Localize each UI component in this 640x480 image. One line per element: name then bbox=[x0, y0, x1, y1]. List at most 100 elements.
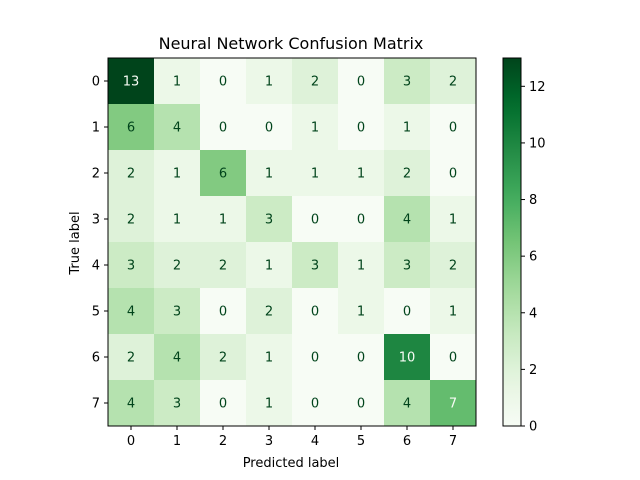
cell-value-label: 1 bbox=[265, 167, 273, 182]
heatmap-cell bbox=[430, 288, 477, 335]
cell-value-label: 0 bbox=[449, 121, 457, 136]
x-tick-label: 3 bbox=[265, 434, 273, 449]
cell-value-label: 2 bbox=[127, 167, 135, 182]
cell-value-label: 1 bbox=[311, 121, 319, 136]
colorbar: 0 2 4 6 8 10 12 bbox=[502, 57, 546, 435]
heatmap-cell bbox=[384, 288, 431, 335]
cell-value-label: 0 bbox=[311, 213, 319, 228]
cell-value-label: 0 bbox=[357, 121, 365, 136]
heatmap-cell bbox=[292, 58, 339, 105]
heatmap-cell bbox=[292, 196, 339, 243]
cell-value-label: 1 bbox=[219, 213, 227, 228]
heatmap-cell bbox=[384, 104, 431, 151]
heatmap-cells: 13 1 0 1 2 0 3 26 4 0 0 1 0 1 02 1 6 1 1 1 2 02 1 1 3 0 0 4 13 2 2 1 3 1 3… bbox=[108, 58, 477, 427]
cell-value-label: 3 bbox=[403, 75, 411, 90]
heatmap-cell bbox=[154, 58, 201, 105]
colorbar-gradient bbox=[502, 57, 522, 427]
cell-value-label: 3 bbox=[127, 259, 135, 274]
heatmap-cell bbox=[108, 242, 155, 289]
heatmap-cell bbox=[430, 242, 477, 289]
cell-value-label: 6 bbox=[219, 167, 227, 182]
heatmap-cell bbox=[384, 380, 431, 427]
cell-value-label: 1 bbox=[449, 213, 457, 228]
cell-value-label: 3 bbox=[311, 259, 319, 274]
cell-value-label: 1 bbox=[311, 167, 319, 182]
cell-value-label: 13 bbox=[123, 75, 140, 90]
cell-value-label: 2 bbox=[265, 305, 273, 320]
heatmap-cell bbox=[292, 242, 339, 289]
chart-title: Neural Network Confusion Matrix bbox=[159, 34, 424, 53]
heatmap-cell bbox=[108, 334, 155, 381]
heatmap-cell bbox=[154, 380, 201, 427]
heatmap-cell bbox=[338, 242, 385, 289]
heatmap-cell bbox=[246, 196, 293, 243]
heatmap-cell bbox=[292, 150, 339, 197]
cell-value-label: 0 bbox=[219, 305, 227, 320]
heatmap-cell bbox=[338, 196, 385, 243]
heatmap-cell bbox=[154, 104, 201, 151]
heatmap-cell bbox=[246, 242, 293, 289]
cell-value-label: 1 bbox=[265, 75, 273, 90]
heatmap-cell bbox=[292, 334, 339, 381]
x-tick-label: 2 bbox=[219, 434, 227, 449]
cell-value-label: 2 bbox=[311, 75, 319, 90]
cell-value-label: 1 bbox=[449, 305, 457, 320]
cell-value-label: 0 bbox=[311, 305, 319, 320]
colorbar-tick-label: 8 bbox=[529, 193, 537, 208]
heatmap-cell bbox=[430, 58, 477, 105]
cell-value-label: 2 bbox=[127, 351, 135, 366]
x-tick-label: 0 bbox=[127, 434, 135, 449]
heatmap-cell bbox=[246, 380, 293, 427]
y-tick-label: 2 bbox=[92, 167, 100, 182]
heatmap-cell bbox=[200, 150, 247, 197]
colorbar-tick-label: 6 bbox=[529, 250, 537, 265]
heatmap-cell bbox=[246, 58, 293, 105]
y-tick-label: 6 bbox=[92, 351, 100, 366]
heatmap-cell bbox=[430, 150, 477, 197]
cell-value-label: 1 bbox=[173, 75, 181, 90]
cell-value-label: 3 bbox=[173, 305, 181, 320]
heatmap-cell bbox=[430, 334, 477, 381]
y-tick-label: 0 bbox=[92, 75, 100, 90]
cell-value-label: 0 bbox=[357, 397, 365, 412]
y-tick-label: 4 bbox=[92, 259, 100, 274]
cell-value-label: 7 bbox=[449, 397, 457, 412]
heatmap-cell bbox=[430, 196, 477, 243]
cell-value-label: 2 bbox=[127, 213, 135, 228]
x-axis-ticks: 0 1 2 3 4 5 6 7 bbox=[127, 426, 457, 449]
cell-value-label: 1 bbox=[265, 259, 273, 274]
heatmap-cell bbox=[384, 334, 431, 381]
cell-value-label: 3 bbox=[265, 213, 273, 228]
y-axis-label: True label bbox=[68, 211, 83, 275]
cell-value-label: 1 bbox=[173, 213, 181, 228]
cell-value-label: 0 bbox=[311, 397, 319, 412]
heatmap-cell bbox=[154, 196, 201, 243]
heatmap-cell bbox=[200, 242, 247, 289]
cell-value-label: 1 bbox=[265, 397, 273, 412]
heatmap-cell bbox=[338, 334, 385, 381]
cell-value-label: 1 bbox=[173, 167, 181, 182]
cell-value-label: 3 bbox=[403, 259, 411, 274]
cell-value-label: 2 bbox=[449, 75, 457, 90]
heatmap-cell bbox=[200, 196, 247, 243]
heatmap-cell bbox=[154, 242, 201, 289]
cell-value-label: 10 bbox=[399, 351, 416, 366]
cell-value-label: 0 bbox=[311, 351, 319, 366]
cell-value-label: 0 bbox=[219, 121, 227, 136]
heatmap-cell bbox=[384, 58, 431, 105]
heatmap-cell bbox=[108, 58, 155, 105]
heatmap-cell bbox=[108, 104, 155, 151]
heatmap-cell bbox=[338, 104, 385, 151]
colorbar-tick-label: 2 bbox=[529, 363, 537, 378]
heatmap-cell bbox=[246, 150, 293, 197]
cell-value-label: 4 bbox=[403, 397, 411, 412]
cell-value-label: 4 bbox=[127, 305, 135, 320]
x-tick-label: 7 bbox=[449, 434, 457, 449]
cell-value-label: 0 bbox=[219, 397, 227, 412]
y-tick-label: 3 bbox=[92, 213, 100, 228]
heatmap-cell bbox=[108, 150, 155, 197]
heatmap-cell bbox=[154, 150, 201, 197]
heatmap-cell bbox=[292, 104, 339, 151]
cell-value-label: 0 bbox=[449, 167, 457, 182]
cell-value-label: 1 bbox=[265, 351, 273, 366]
